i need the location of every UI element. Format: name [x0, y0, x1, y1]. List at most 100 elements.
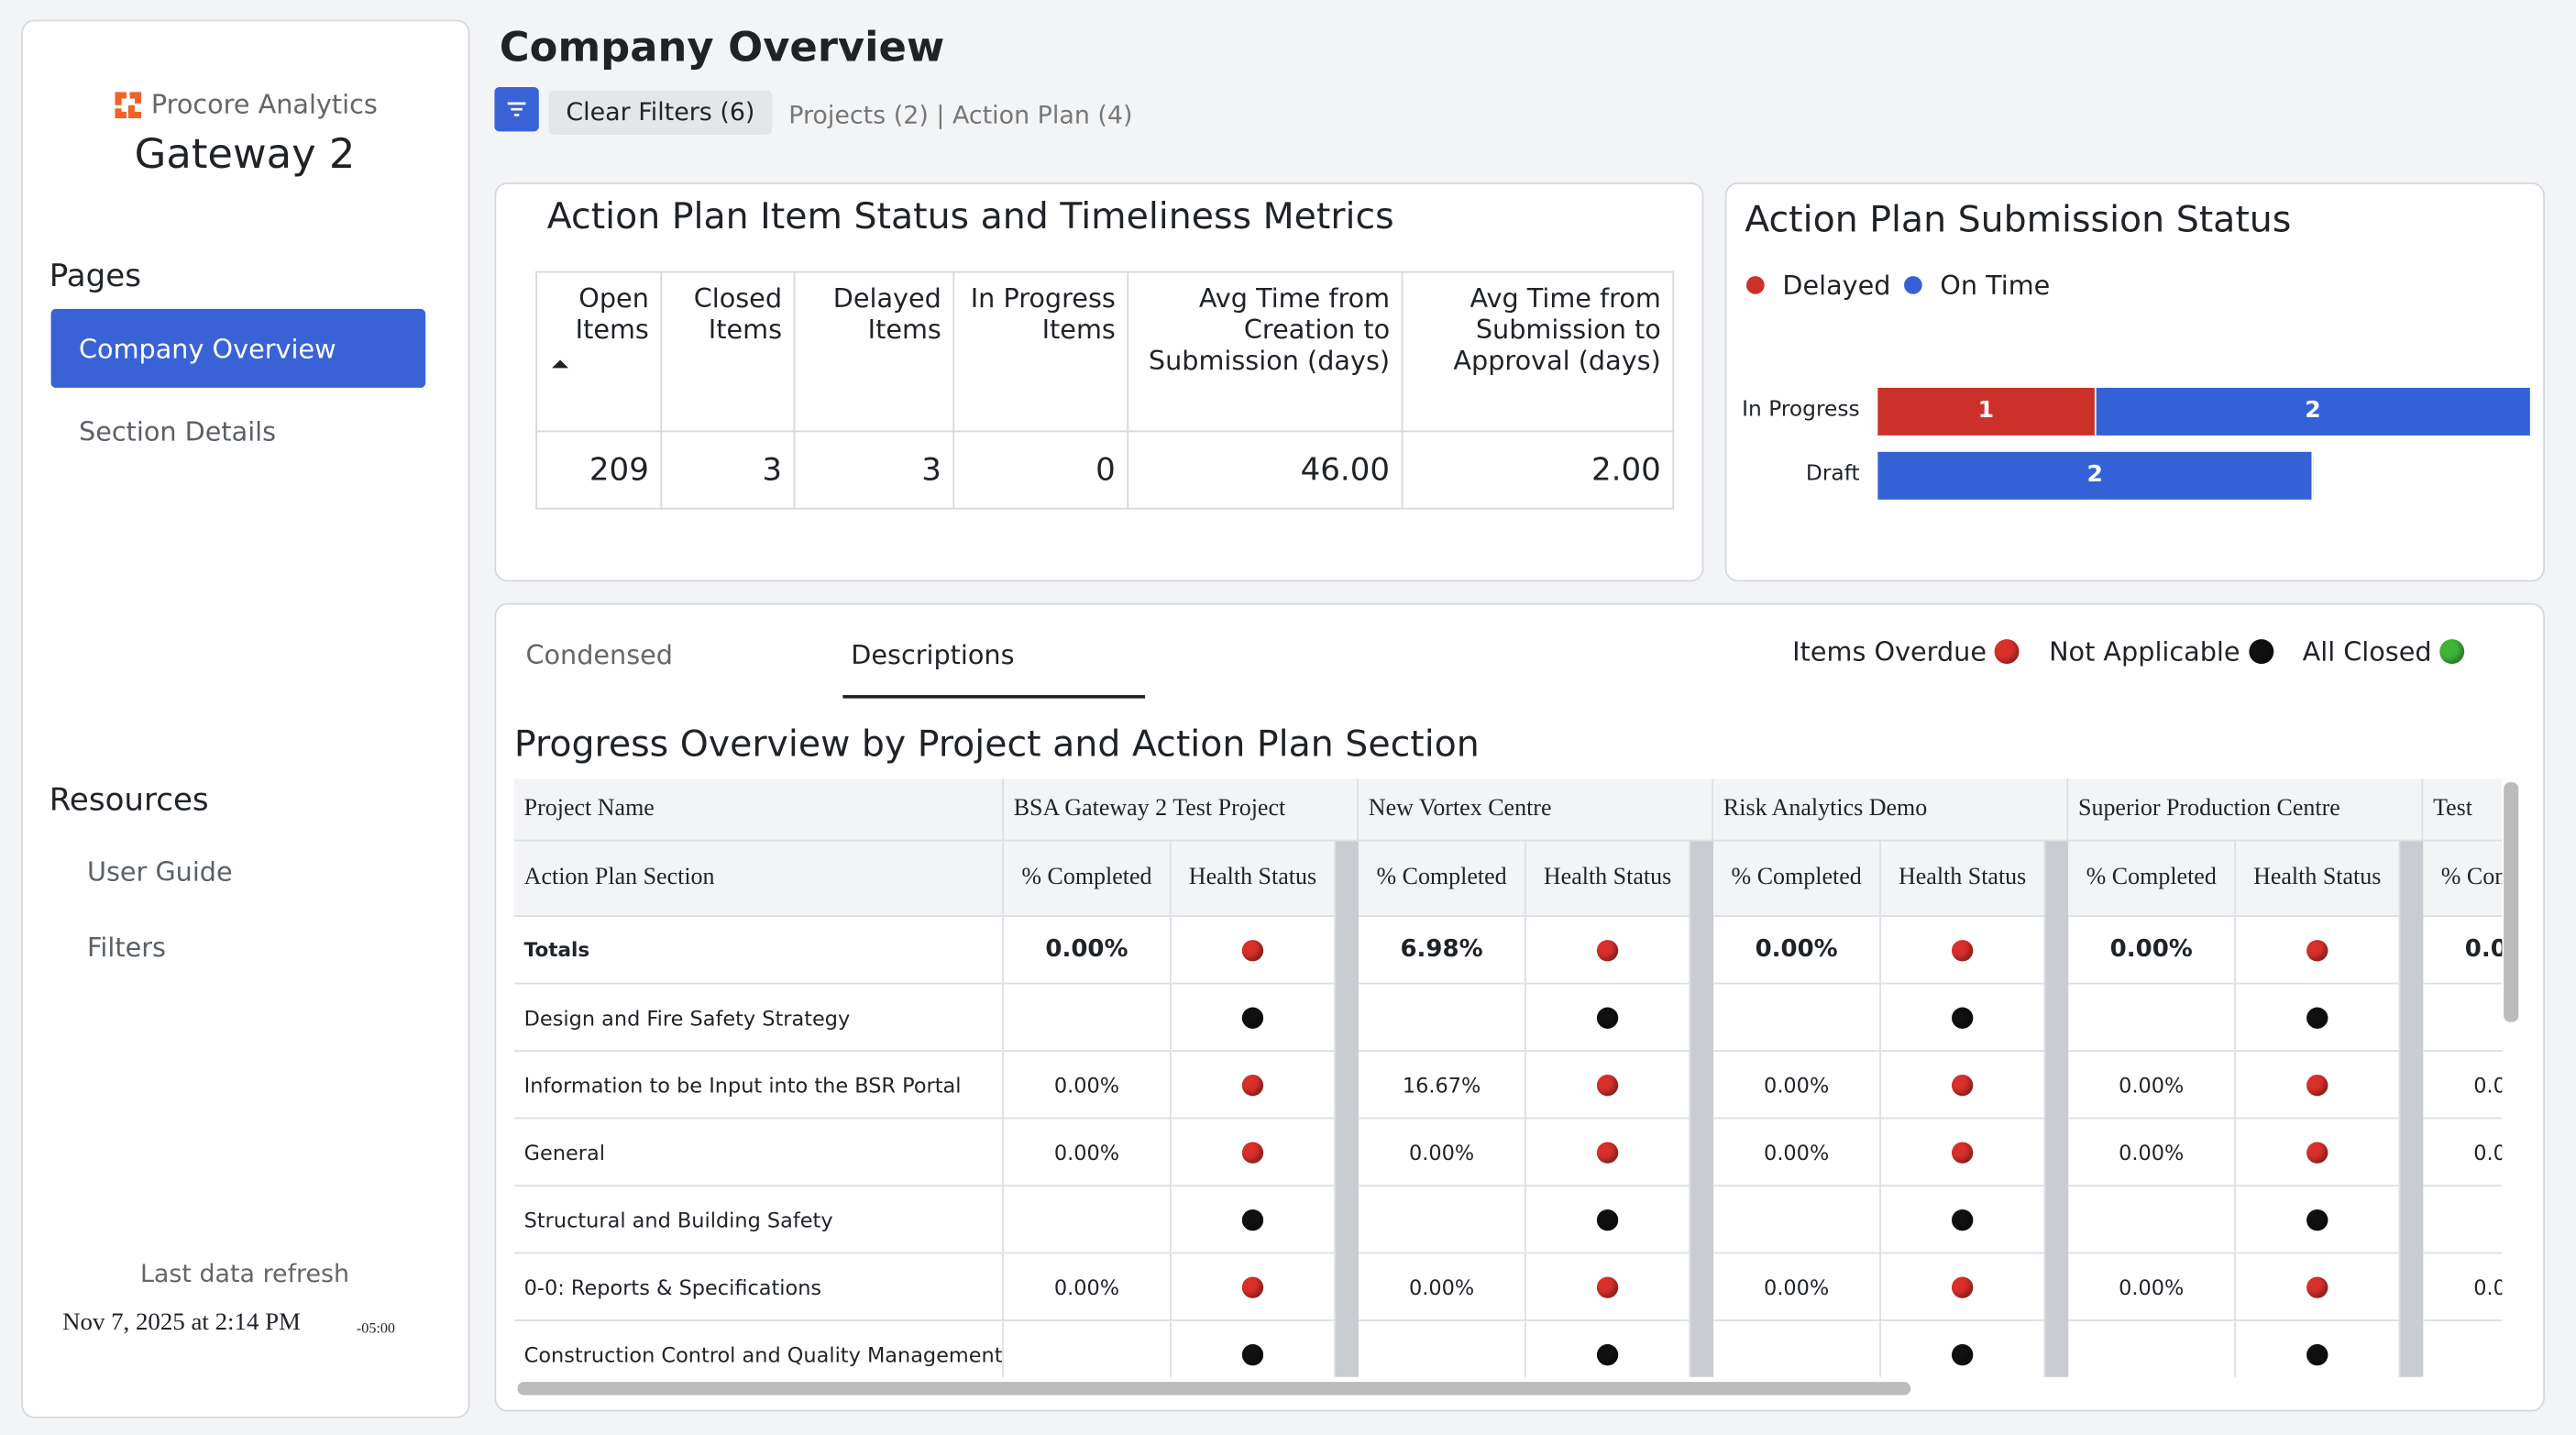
header-cell: Open Items — [536, 272, 661, 432]
sort-icon[interactable] — [549, 345, 572, 378]
project-header: Superior Production Centre — [2068, 778, 2423, 841]
bar-label: 2 — [2096, 388, 2530, 436]
nav-link[interactable]: Company Overview — [79, 334, 336, 365]
chart-legend: Delayed On Time — [1746, 270, 2050, 301]
health-dot — [1952, 1142, 1973, 1163]
progress-table: Project NameAction Plan SectionTotalsDes… — [514, 778, 2502, 1376]
percent-value: 0.00% — [1764, 1072, 1829, 1097]
health-cell — [1526, 1253, 1690, 1320]
tab-underline — [842, 695, 1145, 699]
percent-value: 16.67% — [1403, 1072, 1481, 1097]
percent-value: 0.00% — [1409, 1275, 1474, 1299]
percent-cell — [2423, 1321, 2502, 1377]
resources-heading: Resources — [50, 782, 209, 818]
chart-title: Action Plan Submission Status — [1745, 201, 2291, 242]
row-label: Information to be Input into the BSR Por… — [514, 1052, 1004, 1119]
percent-cell: 0.00% — [1359, 1253, 1526, 1320]
percent-cell — [1713, 1321, 1881, 1377]
metric-value: 0 — [953, 431, 1128, 508]
percent-cell: 0.00% — [1004, 1052, 1172, 1119]
health-cell — [1881, 1321, 2045, 1377]
tab-active[interactable]: Descriptions — [851, 639, 1014, 670]
legend-dot — [2248, 639, 2273, 664]
legend-label: All Closed — [2303, 636, 2432, 668]
health-dot — [1242, 1007, 1263, 1028]
health-cell — [2236, 1253, 2400, 1320]
health-cell — [1526, 1321, 1690, 1377]
nav-link[interactable]: Section Details — [79, 415, 276, 447]
column-header: % Completed — [1359, 842, 1526, 917]
column-separator — [1336, 842, 1359, 1377]
page-title: Company Overview — [500, 23, 944, 71]
percent-value: 0.00% — [1409, 1140, 1474, 1165]
brand: Procore Analytics — [151, 89, 378, 120]
legend-label: Delayed — [1782, 270, 1890, 301]
percent-cell: 0.00% — [2068, 917, 2236, 984]
percent-cell — [1359, 984, 1526, 1051]
health-dot — [1597, 1142, 1618, 1163]
clear-filters[interactable]: Clear Filters (6) — [549, 91, 773, 135]
percent-cell: 0.00% — [2423, 1119, 2502, 1186]
logo — [114, 91, 143, 120]
legend-label: Not Applicable — [2049, 636, 2240, 668]
health-dot — [1597, 1343, 1618, 1364]
percent-cell — [1359, 1321, 1526, 1377]
column-separator — [2045, 842, 2068, 1377]
row-label: Design and Fire Safety Strategy — [514, 984, 1004, 1051]
health-dot — [1952, 1007, 1973, 1028]
percent-value: 0.00% — [1054, 1275, 1119, 1299]
health-cell — [1172, 1253, 1336, 1320]
project-header: New Vortex Centre — [1359, 778, 1713, 841]
row-label: 0-0: Reports & Specifications — [514, 1253, 1004, 1320]
health-dot — [1242, 1209, 1263, 1230]
percent-cell — [2423, 1187, 2502, 1253]
health-dot — [1952, 939, 1973, 960]
column-header: Health Status — [2236, 842, 2400, 917]
filter-button[interactable] — [494, 87, 538, 131]
health-cell — [1172, 984, 1336, 1051]
percent-cell — [1713, 984, 1881, 1051]
v-scrollbar[interactable] — [2504, 782, 2518, 1022]
percent-cell: 0.00% — [2423, 1253, 2502, 1320]
status-legend: Items OverdueNot ApplicableAll Closed — [1792, 636, 2464, 668]
metrics-title: Action Plan Item Status and Timeliness M… — [547, 197, 1394, 238]
health-cell — [1881, 917, 2045, 984]
health-cell — [1526, 1119, 1690, 1186]
health-dot — [2306, 1343, 2328, 1364]
health-cell — [1881, 1052, 2045, 1119]
resource-link[interactable]: User Guide — [87, 856, 233, 888]
metric-value: 46.00 — [1128, 431, 1402, 508]
percent-value: 0.00% — [2110, 936, 2193, 963]
percent-cell: 0.00% — [2068, 1052, 2236, 1119]
health-cell — [1881, 1253, 2045, 1320]
percent-value: 0.00% — [2119, 1072, 2184, 1097]
column-header: In Progress Items — [953, 272, 1128, 432]
legend-label: On Time — [1940, 270, 2050, 301]
health-dot — [1597, 1074, 1618, 1095]
row-label: General — [514, 1119, 1004, 1186]
sidebar — [21, 20, 469, 1418]
health-cell — [1881, 1119, 2045, 1186]
health-dot — [1242, 1276, 1263, 1297]
health-dot — [1952, 1343, 1973, 1364]
health-dot — [2306, 939, 2328, 960]
column-header: Action Plan Section — [514, 842, 1004, 917]
tab[interactable]: Condensed — [525, 639, 673, 670]
bar-label: 1 — [1877, 388, 2094, 436]
project-header: Test — [2423, 778, 2502, 841]
percent-cell: 0.00% — [1004, 1119, 1172, 1186]
percent-value: 0.00% — [1054, 1140, 1119, 1165]
bar-label: 2 — [1877, 452, 2312, 500]
percent-value: 0.00% — [2119, 1140, 2184, 1165]
resource-link[interactable]: Filters — [87, 932, 166, 963]
metric-value: 3 — [661, 431, 794, 508]
chart-card — [1725, 182, 2545, 581]
project-header: BSA Gateway 2 Test Project — [1004, 778, 1359, 841]
percent-value: 0.00% — [1764, 1275, 1829, 1299]
h-scrollbar[interactable] — [518, 1382, 1911, 1395]
percent-value: 0.00% — [2119, 1275, 2184, 1299]
health-cell — [1172, 1052, 1336, 1119]
health-cell — [1526, 1052, 1690, 1119]
health-cell — [1526, 984, 1690, 1051]
legend-dot — [1904, 276, 1922, 294]
